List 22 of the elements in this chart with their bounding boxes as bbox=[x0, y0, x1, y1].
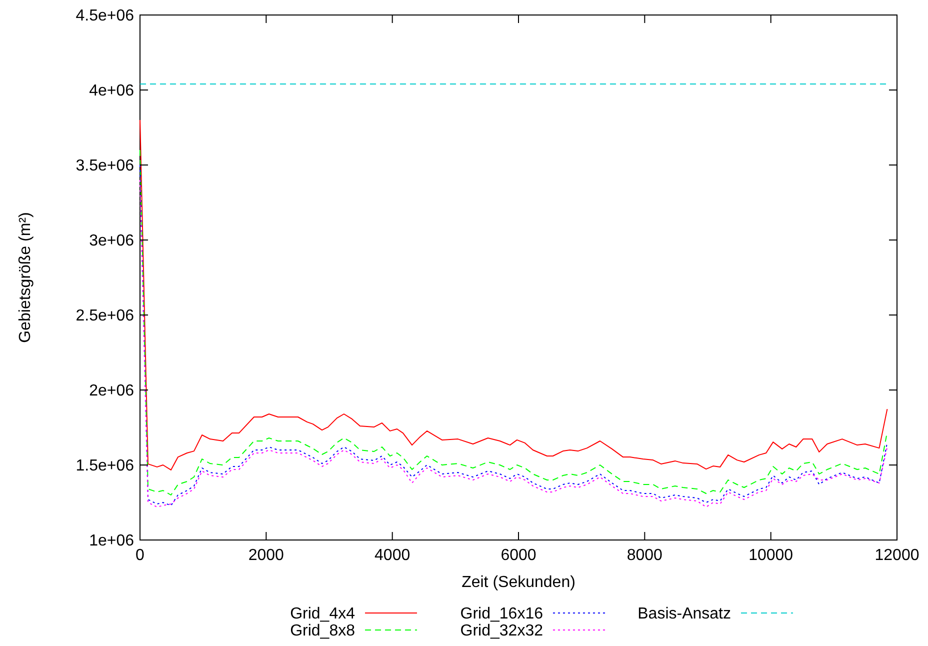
x-tick-label: 4000 bbox=[374, 547, 410, 564]
y-tick-label: 2e+06 bbox=[89, 382, 134, 400]
legend-label: Grid_32x32 bbox=[460, 622, 544, 640]
y-tick-label: 1e+06 bbox=[89, 532, 134, 550]
x-tick-label: 10000 bbox=[748, 547, 794, 564]
y-tick-label: 2.5e+06 bbox=[76, 308, 134, 325]
y-tick-label: 1.5e+06 bbox=[76, 458, 134, 475]
legend-label: Basis-Ansatz bbox=[638, 606, 731, 623]
y-tick-label: 3.5e+06 bbox=[76, 158, 134, 175]
legend-label: Grid_8x8 bbox=[290, 622, 356, 640]
y-tick-label: 4.5e+06 bbox=[76, 8, 134, 25]
legend-label: Grid_4x4 bbox=[290, 606, 356, 623]
legend-label: Grid_16x16 bbox=[460, 606, 544, 623]
x-axis-title: Zeit (Sekunden) bbox=[462, 574, 576, 591]
y-tick-label: 3e+06 bbox=[89, 232, 134, 250]
x-tick-label: 12000 bbox=[874, 547, 920, 564]
x-tick-label: 2000 bbox=[248, 547, 284, 564]
x-tick-label: 6000 bbox=[500, 547, 536, 564]
x-tick-label: 0 bbox=[136, 547, 145, 564]
x-tick-label: 8000 bbox=[626, 547, 663, 564]
y-axis-title: Gebietsgröße (m²) bbox=[17, 212, 34, 343]
y-tick-label: 4e+06 bbox=[89, 82, 134, 100]
